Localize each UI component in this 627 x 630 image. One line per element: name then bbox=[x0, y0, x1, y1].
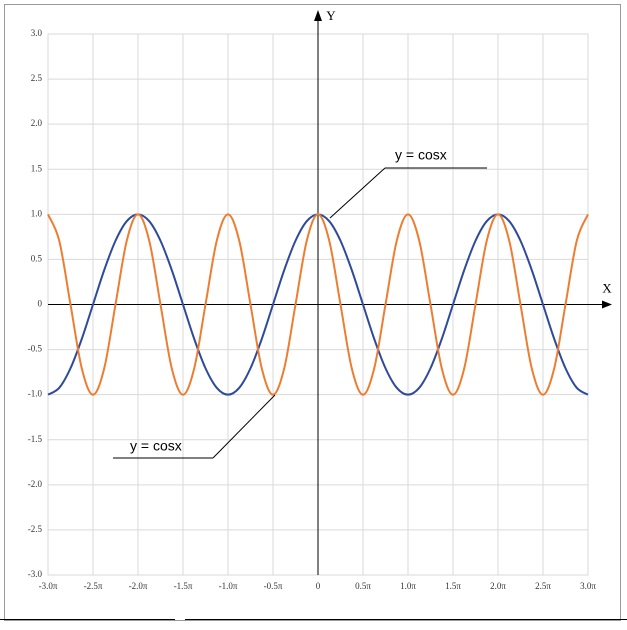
y-tick-label: -2.0 bbox=[28, 479, 43, 489]
y-tick-label: -1.0 bbox=[28, 389, 43, 399]
y-tick-label: 1.0 bbox=[31, 208, 43, 218]
x-tick-label: 3.0π bbox=[580, 581, 596, 591]
y-tick-label: 0 bbox=[38, 299, 43, 309]
x-tick-label: -0.5π bbox=[264, 581, 283, 591]
x-tick-label: 2.0π bbox=[490, 581, 506, 591]
annotation: y = cosx bbox=[130, 438, 182, 454]
x-tick-label: 1.5π bbox=[445, 581, 461, 591]
annotation-leader bbox=[212, 394, 276, 459]
x-tick-label: -3.0π bbox=[39, 581, 58, 591]
x-tick-label: -1.5π bbox=[174, 581, 193, 591]
y-tick-label: -0.5 bbox=[28, 344, 43, 354]
y-tick-label: 1.5 bbox=[31, 163, 43, 173]
y-tick-label: -2.5 bbox=[28, 524, 43, 534]
x-tick-label: 1.0π bbox=[400, 581, 416, 591]
annotation-leader bbox=[329, 167, 386, 219]
x-tick-label: 2.5π bbox=[535, 581, 551, 591]
x-axis-label: X bbox=[602, 280, 612, 295]
y-tick-label: 0.5 bbox=[31, 253, 43, 263]
y-arrow bbox=[314, 10, 322, 21]
x-tick-label: -2.0π bbox=[129, 581, 148, 591]
y-tick-label: -3.0 bbox=[28, 569, 43, 579]
x-arrow bbox=[602, 300, 612, 309]
x-tick-label: -2.5π bbox=[84, 581, 103, 591]
annotation: y = cosx bbox=[395, 147, 447, 163]
frame bbox=[4, 4, 621, 621]
y-axis-label: Y bbox=[326, 8, 336, 23]
y-tick-label: 3.0 bbox=[31, 28, 43, 38]
y-tick-label: 2.5 bbox=[31, 73, 43, 83]
x-tick-label: 0 bbox=[316, 581, 321, 591]
y-tick-label: 2.0 bbox=[31, 118, 43, 128]
x-tick-label: -1.0π bbox=[219, 581, 238, 591]
series-line bbox=[47, 213, 589, 396]
y-tick-label: -1.5 bbox=[28, 434, 43, 444]
x-tick-label: 0.5π bbox=[355, 581, 371, 591]
